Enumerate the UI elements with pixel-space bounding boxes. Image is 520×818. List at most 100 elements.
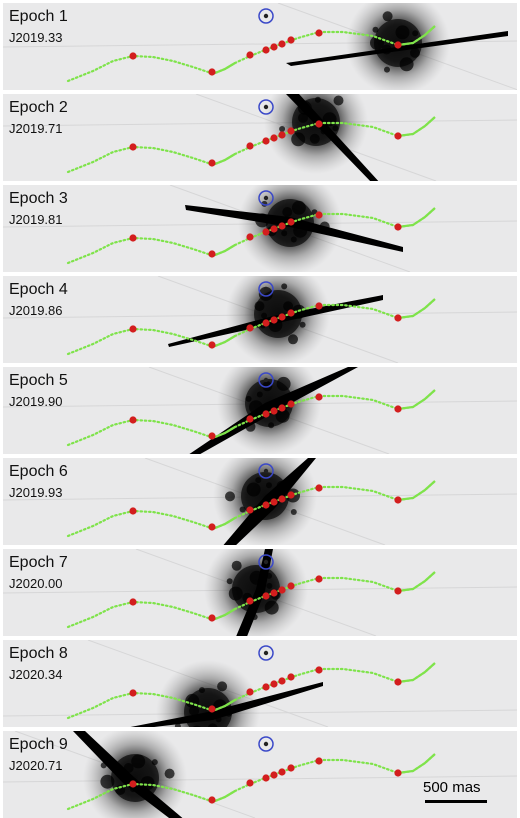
epoch-marker (262, 46, 270, 54)
epoch-marker (287, 309, 295, 317)
orbit-path (66, 115, 437, 174)
epoch-marker (262, 774, 270, 782)
occulting-mask (236, 549, 273, 636)
scale-bar (425, 800, 487, 803)
epoch-marker (287, 218, 295, 226)
epoch-marker (287, 36, 295, 44)
epoch-marker (278, 404, 286, 412)
epoch-marker (129, 143, 137, 151)
epoch-date: J2019.86 (9, 303, 63, 318)
occulting-mask (185, 205, 403, 252)
astrometry-image (3, 367, 517, 454)
epoch-marker (129, 52, 137, 60)
epoch-marker (129, 507, 137, 515)
epoch-marker (208, 614, 216, 622)
epoch-marker (287, 127, 295, 135)
epoch-marker (315, 666, 323, 674)
epoch-marker (262, 501, 270, 509)
speckle (291, 200, 306, 215)
speckle (384, 66, 390, 73)
epoch-marker (394, 587, 402, 595)
epoch-date: J2019.90 (9, 394, 63, 409)
speckle (217, 681, 228, 692)
epoch-marker (315, 211, 323, 219)
orbit-path (66, 24, 437, 83)
orbit-path-segment (397, 571, 436, 593)
companion-point (263, 286, 269, 292)
companion-circle (258, 463, 274, 479)
epoch-panel: Epoch 9 J2020.71 (3, 731, 517, 818)
epoch-marker (278, 222, 286, 230)
epoch-marker (315, 484, 323, 492)
speckle (266, 482, 272, 489)
speckle (189, 705, 200, 716)
orbit-path-segment (397, 753, 436, 775)
epoch-date: J2019.33 (9, 30, 63, 45)
speckle (266, 582, 273, 589)
epoch-panel: Epoch 5 J2019.90 (3, 367, 517, 454)
epoch-marker (129, 780, 137, 788)
epoch-marker (278, 40, 286, 48)
orbit-path (66, 661, 437, 720)
epoch-marker (270, 407, 278, 415)
speckle (256, 391, 263, 398)
companion-circle (258, 281, 274, 297)
epoch-marker (394, 496, 402, 504)
orbit-path-segment (397, 389, 436, 411)
epoch-marker (270, 589, 278, 597)
speckle (207, 723, 218, 727)
epoch-marker (129, 416, 137, 424)
epoch-marker (270, 225, 278, 233)
speckle (192, 725, 202, 727)
speckle (226, 578, 233, 585)
epoch-marker (394, 132, 402, 140)
epoch-marker (270, 43, 278, 51)
speckle (283, 301, 294, 312)
epoch-panel: Epoch 3 J2019.81 (3, 185, 517, 272)
epoch-marker (270, 498, 278, 506)
speckle (290, 509, 297, 515)
epoch-marker (287, 582, 295, 590)
epoch-marker (246, 597, 254, 605)
epoch-marker (270, 771, 278, 779)
epoch-label: Epoch 7 (9, 554, 68, 571)
epoch-date: J2019.93 (9, 485, 63, 500)
orbit-path (66, 206, 437, 265)
epoch-marker (208, 432, 216, 440)
astrometry-image (3, 3, 517, 90)
orbit-path (66, 388, 437, 447)
epoch-marker (262, 319, 270, 327)
companion-point (263, 377, 269, 383)
epoch-marker (287, 673, 295, 681)
epoch-marker (246, 415, 254, 423)
companion-point (263, 104, 269, 110)
companion-point (263, 13, 269, 19)
speckle (261, 312, 268, 319)
speckle (333, 95, 344, 106)
occulting-mask (73, 731, 183, 818)
epoch-marker (315, 757, 323, 765)
epoch-panel: Epoch 8 J2020.34 (3, 640, 517, 727)
epoch-marker (394, 405, 402, 413)
epoch-marker (278, 768, 286, 776)
epoch-marker (262, 228, 270, 236)
epoch-marker (278, 495, 286, 503)
speckle (199, 687, 205, 694)
epoch-marker (246, 233, 254, 241)
epoch-marker (315, 302, 323, 310)
epoch-marker (208, 705, 216, 713)
speckle (255, 477, 262, 484)
epoch-date: J2019.71 (9, 121, 63, 136)
occulting-mask (286, 31, 508, 66)
orbit-path (66, 479, 437, 538)
speckle (399, 57, 414, 72)
epoch-marker (394, 314, 402, 322)
companion-circle (258, 372, 274, 388)
epoch-label: Epoch 8 (9, 645, 68, 662)
astrometry-image (3, 185, 517, 272)
astrometry-image (3, 276, 517, 363)
epoch-marker (129, 598, 137, 606)
epoch-marker (246, 51, 254, 59)
speckle (288, 334, 298, 345)
speckle (264, 600, 279, 615)
